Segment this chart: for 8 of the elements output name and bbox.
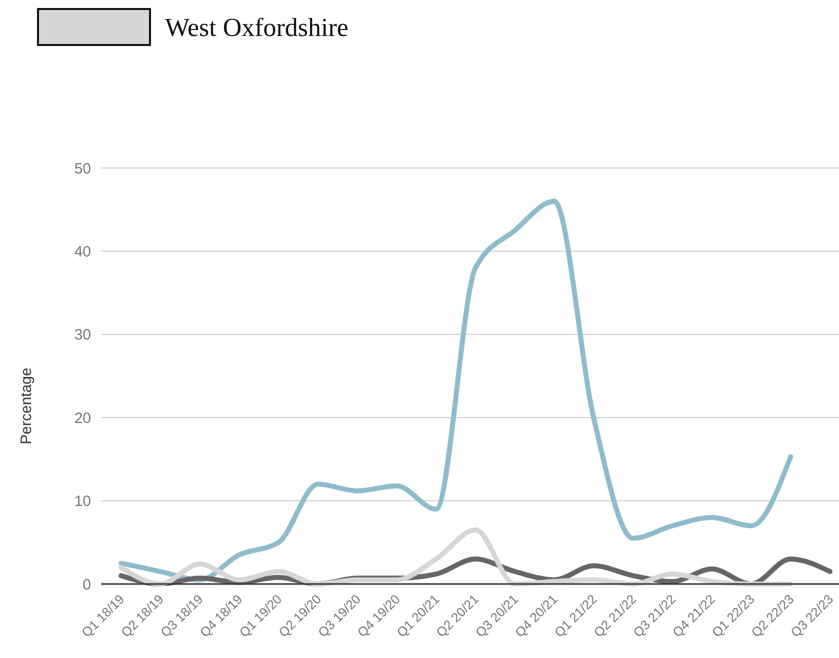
y-tick-label: 20	[74, 410, 91, 427]
y-tick-label: 40	[74, 243, 91, 260]
y-tick-label: 50	[74, 160, 91, 178]
y-tick-label: 10	[74, 493, 91, 510]
legend-label: West Oxfordshire	[165, 13, 348, 42]
y-tick-label: 0	[82, 576, 91, 594]
y-tick-label: 30	[74, 326, 91, 344]
y-axis-title: Percentage	[18, 368, 35, 444]
